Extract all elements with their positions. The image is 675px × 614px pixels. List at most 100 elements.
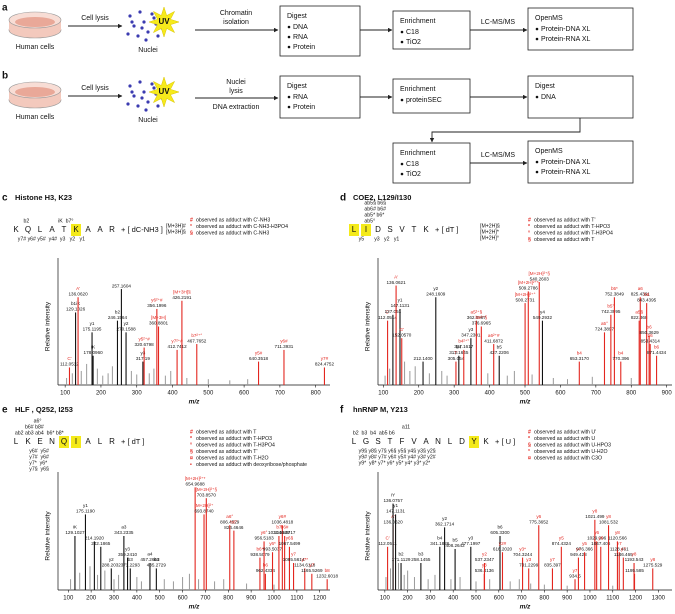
x-tick-label: 400 <box>168 391 179 397</box>
peak-label: 341.1826 <box>430 541 450 546</box>
residue: K <box>13 225 19 234</box>
peak-label: y6 <box>536 514 541 519</box>
peak-label: b3 <box>128 557 134 562</box>
peak-label: 347.2301 <box>461 332 481 337</box>
residue: L <box>14 437 19 446</box>
peak-label: 1029.396 <box>587 536 607 541</box>
peak-label: A' <box>76 286 80 291</box>
nuclei-label: Nuclei <box>138 47 158 54</box>
peak-label: 549.2932 <box>533 315 553 320</box>
peak-label: b4 <box>618 350 624 355</box>
peak-label: y7# <box>321 356 329 361</box>
peak-label: 343.2335 <box>114 530 134 535</box>
legend-symbol: ¤ <box>528 455 531 461</box>
nucleus <box>136 104 140 108</box>
residue: G <box>363 437 369 446</box>
x-tick-label: 300 <box>109 596 120 602</box>
bullet <box>400 98 404 102</box>
peak-label: b5 <box>497 344 503 349</box>
peak-label: y3 <box>125 546 130 551</box>
peak-label: 605.3300 <box>490 530 510 535</box>
peak-label: b6 <box>263 563 269 568</box>
peak-label: y5²⁺# <box>138 336 150 341</box>
x-tick-label: 500 <box>471 596 482 602</box>
x-tick-label: 600 <box>494 596 505 602</box>
peak-label: b4²⁺° <box>458 339 469 344</box>
peak-label: 112.0511 <box>378 541 397 546</box>
ion-label: b2 iK b7° <box>12 218 73 224</box>
peak-label: 411.6872 <box>484 338 503 343</box>
peak-label: 426.2191 <box>172 295 192 300</box>
legend-symbol: # <box>528 217 531 223</box>
residue: A <box>85 437 91 446</box>
peak-label: [M+2H]²⁺§ <box>529 271 551 276</box>
residue: V <box>399 225 405 234</box>
peak-label: a5° <box>601 321 608 326</box>
peak-label: y7 <box>309 563 314 568</box>
peak-label: y3 <box>140 350 145 355</box>
legend-symbol: # <box>528 429 531 435</box>
peak-label: b3 <box>418 552 424 557</box>
residue: S <box>375 437 380 446</box>
residue: Q <box>25 225 31 234</box>
x-tick-label: 700 <box>200 596 211 602</box>
nucleus <box>156 104 160 108</box>
dish-cells <box>15 87 55 97</box>
ion-label: y7# y6# y5# y4# y3 y2 y1 <box>12 236 85 242</box>
x-tick-label: 200 <box>403 596 414 602</box>
nucleus <box>128 14 132 18</box>
peak-label: C' <box>385 309 389 314</box>
peak-label: 129.1026 <box>66 307 86 312</box>
residue: L <box>352 437 357 446</box>
nucleus <box>138 80 142 84</box>
legend-symbol: ¤ <box>190 455 193 461</box>
step-label: isolation <box>223 19 249 26</box>
residue: A <box>49 225 55 234</box>
peak-label: y8 <box>632 552 637 557</box>
peak-label: 711.3931 <box>275 344 294 349</box>
nucleus <box>132 94 136 98</box>
box-item: Protein-RNA XL <box>541 36 591 43</box>
nucleus <box>146 100 150 104</box>
peak-label: 313.1645 <box>449 350 469 355</box>
peak-label: b4 <box>154 557 160 562</box>
residue: A <box>97 225 103 234</box>
ion-label: ab5* b6* <box>350 212 384 218</box>
peak-label: 288.2032 <box>102 563 122 568</box>
peak-label: 1195.585 <box>625 568 644 573</box>
legend-symbol: # <box>190 217 193 223</box>
peak-label: 1120.566 <box>608 536 627 541</box>
peak-label: 320.6798 <box>135 342 155 347</box>
bullet <box>400 172 404 176</box>
peak-label: y7* <box>301 557 308 562</box>
residue: L <box>38 225 43 234</box>
ion-label: ab5§ b6§ <box>350 200 386 206</box>
ion-label: a11 <box>350 424 410 430</box>
peak-label: y7 <box>550 557 555 562</box>
uv-label: UV <box>158 17 170 26</box>
peak-label: iK <box>73 525 78 530</box>
peak-label: 175.1190 <box>76 509 95 514</box>
box-title: Enrichment <box>400 150 435 157</box>
peak-label: 1085.5614 <box>283 557 305 562</box>
nucleus <box>144 38 148 42</box>
peak-label: a6²⁺# <box>488 333 500 338</box>
peak-label: 871.4434 <box>647 350 667 355</box>
peak-label: 1134.6118 <box>294 563 315 568</box>
peak-label: 136.0757 <box>383 498 403 503</box>
peak-label: 949.428 <box>570 552 587 557</box>
peak-label: [M+2H]²⁺§ <box>196 487 218 492</box>
peak-label: A' <box>394 274 398 279</box>
peak-label: 477.1997 <box>461 541 481 546</box>
bullet <box>287 45 291 49</box>
peak-label: 467.7652 <box>187 338 207 343</box>
residue: T <box>62 225 67 234</box>
residue: D <box>459 437 465 446</box>
peak-label: b4 <box>577 350 583 355</box>
peak-label: y7 <box>291 552 296 557</box>
x-axis-label: m/z <box>189 604 201 611</box>
residue: E <box>37 437 42 446</box>
nucleus <box>130 20 134 24</box>
x-tick-label: 600 <box>239 391 250 397</box>
peak-label: 362.1714 <box>435 522 455 527</box>
